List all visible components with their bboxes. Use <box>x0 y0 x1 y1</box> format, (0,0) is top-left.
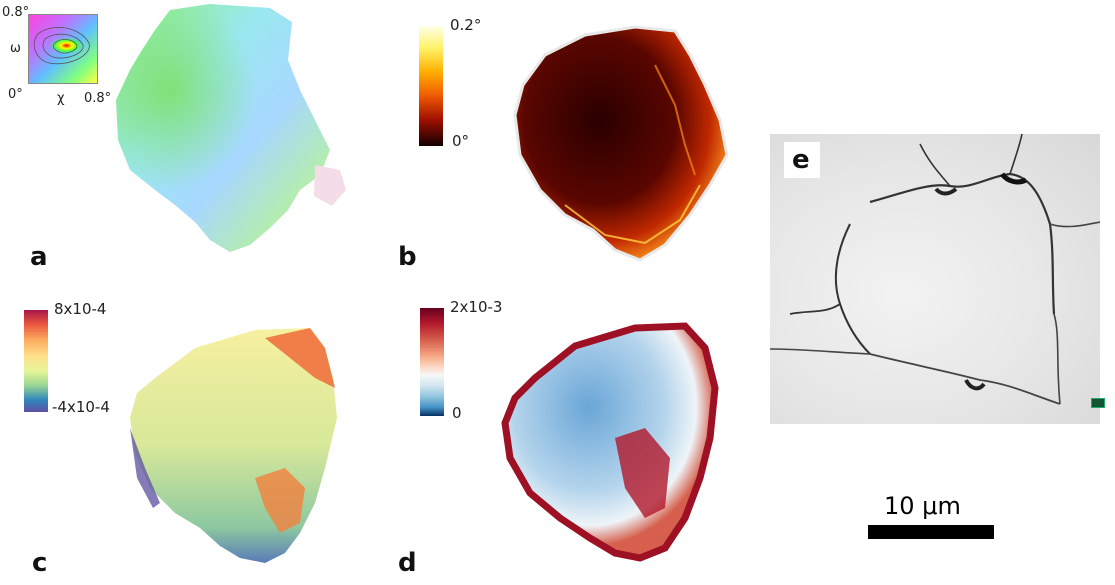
sem-instrument-mark <box>1091 398 1105 408</box>
inset-origin-tick: 0° <box>8 87 23 102</box>
panel-a: 0.8° ω 0° χ 0.8° a <box>0 0 380 280</box>
panel-e: e <box>769 133 1105 424</box>
grain-boundaries <box>769 133 1101 405</box>
inset-x-axis-label: χ <box>57 91 65 106</box>
colorbar-b-min: 0° <box>452 132 470 150</box>
colorbar-c <box>24 310 48 412</box>
inset-top-tick: 0.8° <box>2 5 30 20</box>
strain-map-c <box>130 328 337 563</box>
colorbar-c-max: 8x10-4 <box>54 300 107 318</box>
inset-contours <box>33 27 90 65</box>
panel-e-letter: e <box>792 145 810 175</box>
inset-right-tick: 0.8° <box>84 91 112 106</box>
colorbar-d-max: 2x10-3 <box>450 298 503 316</box>
colorbar-c-min: -4x10-4 <box>52 398 110 416</box>
sem-micrograph <box>769 133 1101 424</box>
panel-d: 2x10-3 0 d <box>390 290 770 585</box>
inset-orientation-map <box>28 14 98 84</box>
panel-a-letter: a <box>30 242 48 272</box>
scale-bar <box>868 525 994 539</box>
orientation-map-a <box>116 4 346 252</box>
colorbar-d <box>420 308 444 416</box>
colorbar-b <box>419 26 443 146</box>
panel-b: 0.2° 0° b <box>390 0 770 280</box>
strain-map-d <box>501 322 719 562</box>
inset-y-axis-label: ω <box>10 41 21 56</box>
panel-e-label-box <box>784 142 820 178</box>
colorbar-b-max: 0.2° <box>450 16 482 34</box>
scale-bar-label: 10 μm <box>884 492 961 520</box>
panel-b-letter: b <box>398 242 417 272</box>
panel-d-letter: d <box>398 548 417 578</box>
misorientation-map-b <box>513 25 729 262</box>
panel-c: 8x10-4 -4x10-4 c <box>0 290 380 585</box>
colorbar-d-min: 0 <box>452 404 462 422</box>
panel-c-letter: c <box>32 548 48 578</box>
